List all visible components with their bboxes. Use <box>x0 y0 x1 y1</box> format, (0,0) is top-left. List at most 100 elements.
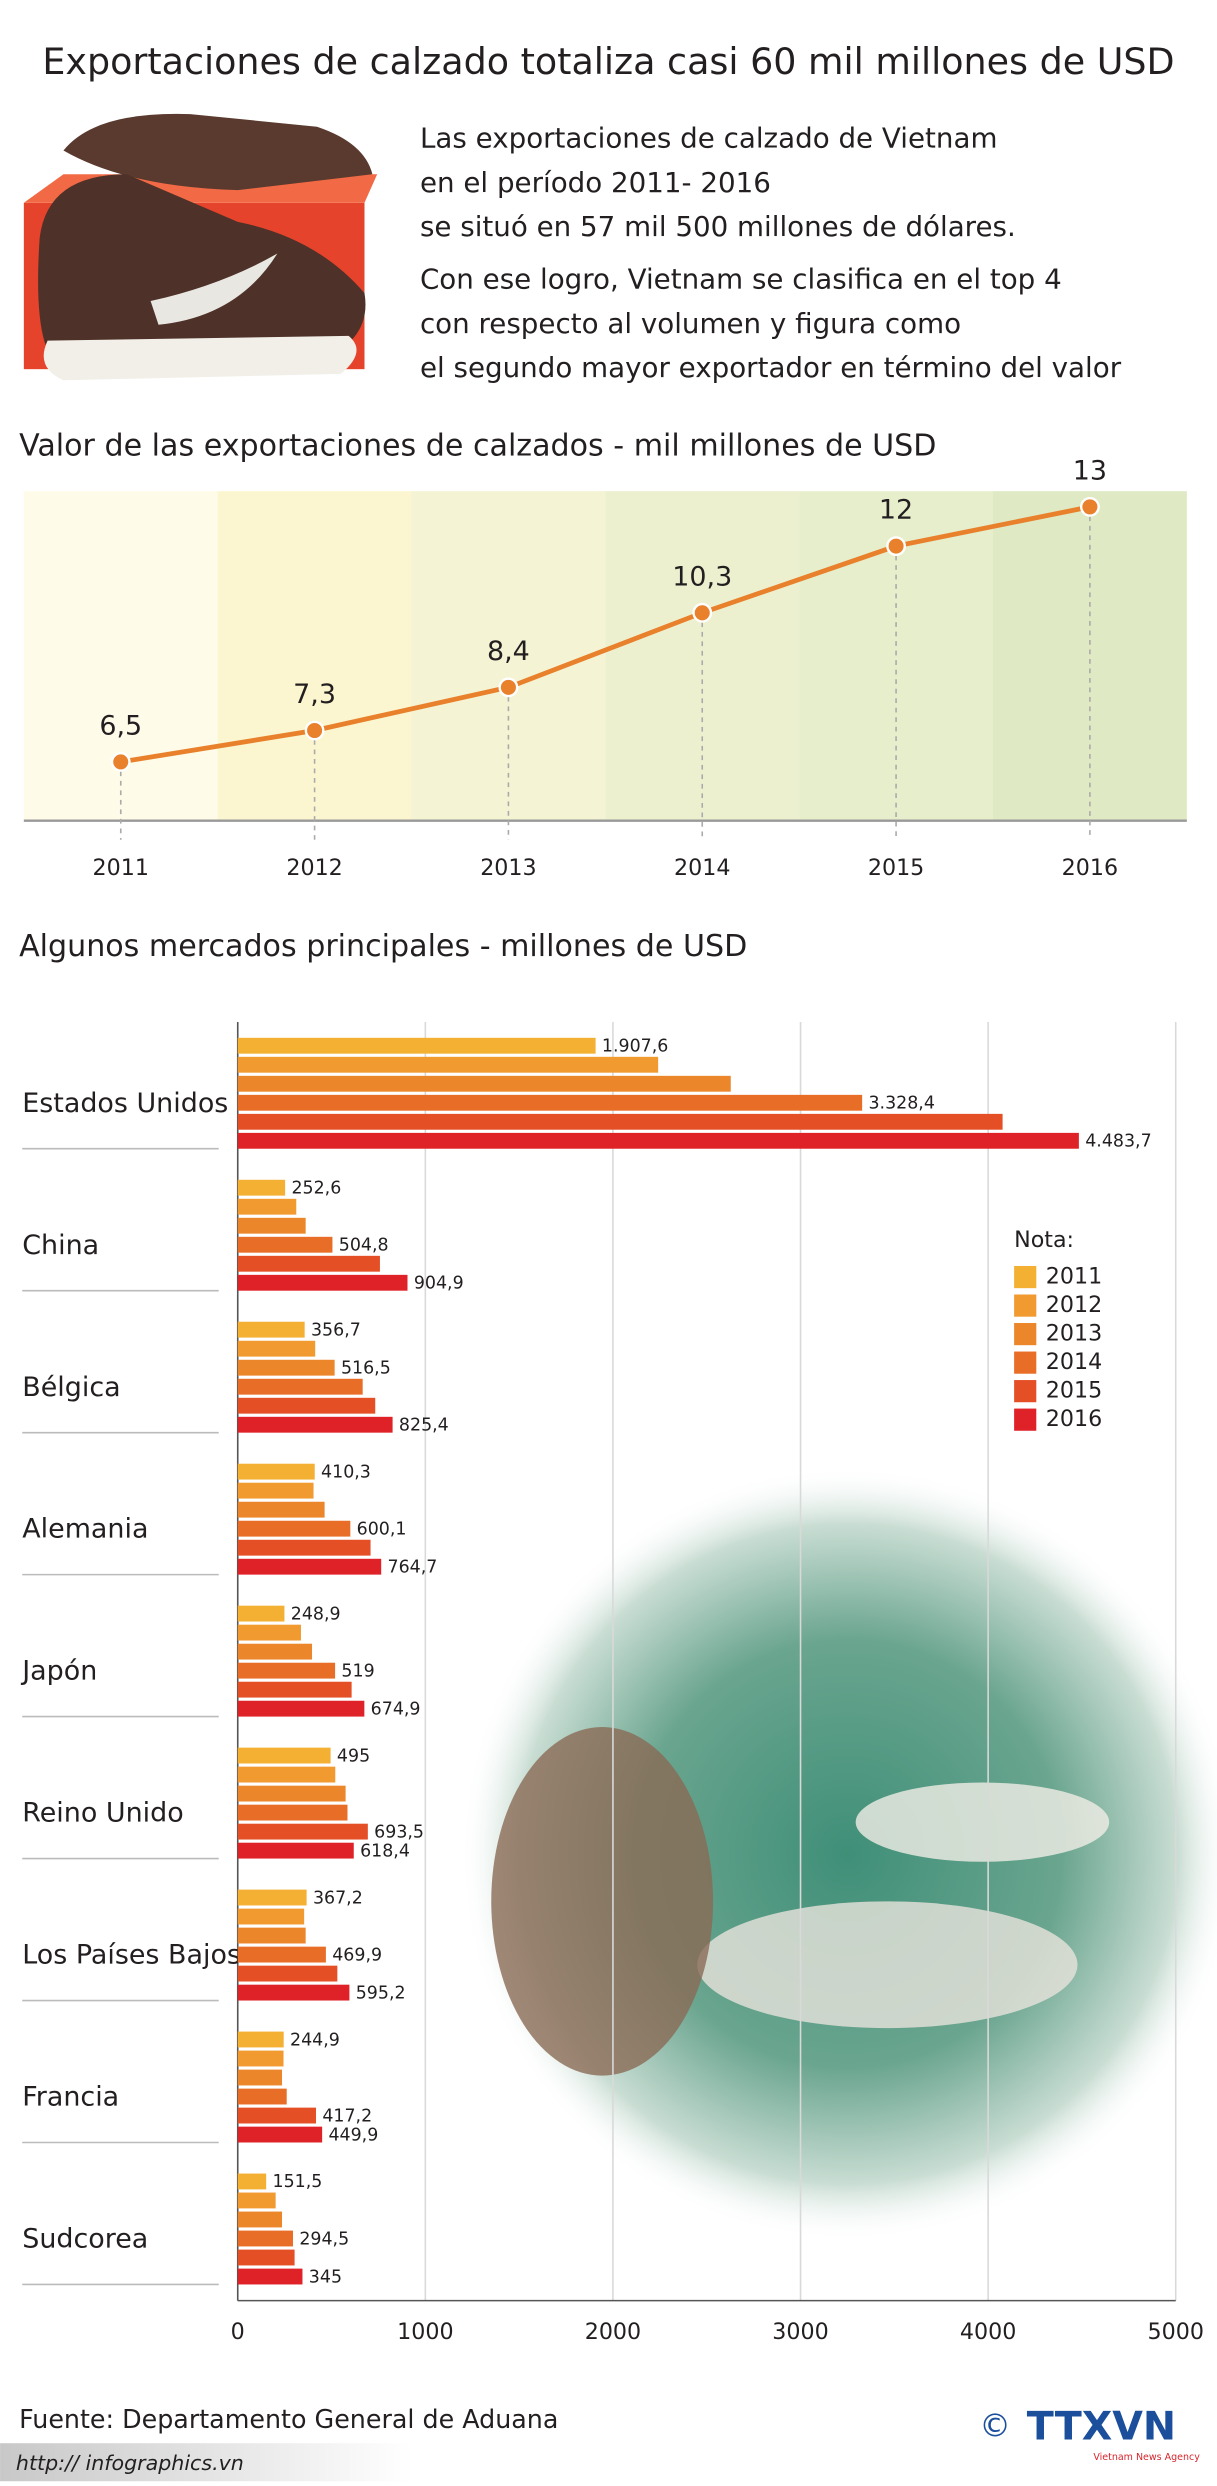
bar <box>237 1340 316 1357</box>
bar <box>237 1520 351 1537</box>
value-label: 10,3 <box>672 561 732 592</box>
value-label: 248,9 <box>291 1604 341 1624</box>
value-label: 904,9 <box>414 1274 464 1294</box>
x-tick-label: 0 <box>231 2319 245 2345</box>
agency: TTXVN <box>1027 2403 1176 2449</box>
bar <box>237 1236 333 1253</box>
value-label: 410,3 <box>321 1462 371 1482</box>
bar <box>237 1766 336 1783</box>
bar <box>237 2173 267 2190</box>
legend-label: 2014 <box>1046 1349 1102 1375</box>
value-label: 4.483,7 <box>1085 1132 1151 1152</box>
category-label: Reino Unido <box>22 1798 183 1829</box>
line <box>120 504 1091 765</box>
category-label: China <box>22 1230 99 1261</box>
x-tick-label: 4000 <box>960 2319 1016 2345</box>
bar <box>237 1463 315 1480</box>
bar <box>237 1056 659 1073</box>
category-label: Sudcorea <box>22 2224 148 2255</box>
x-tick-label: 2014 <box>674 855 730 881</box>
value-label: 825,4 <box>399 1416 449 1436</box>
legend-label: 2015 <box>1046 1378 1102 1404</box>
value-label: 12 <box>879 495 913 526</box>
category-label: Alemania <box>22 1514 148 1545</box>
bar <box>237 1482 314 1499</box>
value-label: 516,5 <box>341 1358 391 1378</box>
agency-sub: Vietnam News Agency <box>1093 2452 1200 2463</box>
bar <box>237 1274 408 1291</box>
intro-line: en el período 2011- 2016 <box>420 166 771 199</box>
value-label: 1.907,6 <box>602 1037 668 1057</box>
value-label: 764,7 <box>388 1557 438 1577</box>
point <box>1080 496 1100 517</box>
x-tick-label: 2011 <box>93 855 149 881</box>
value-label: 417,2 <box>322 2106 372 2126</box>
bar <box>237 2088 287 2105</box>
bar <box>237 2211 283 2228</box>
bar <box>237 1842 354 1859</box>
intro-line: se situó en 57 mil 500 millones de dólar… <box>420 210 1016 243</box>
legend-title: Nota: <box>1014 1227 1074 1253</box>
legend-label: 2013 <box>1046 1321 1102 1347</box>
value-label: 6,5 <box>99 711 142 742</box>
x-tick-label: 3000 <box>772 2319 828 2345</box>
category-label: Estados Unidos <box>22 1088 228 1119</box>
value-label: 356,7 <box>311 1320 361 1340</box>
bar <box>237 1700 365 1717</box>
bar <box>237 1179 286 1196</box>
title: Exportaciones de calzado totaliza casi 6… <box>42 40 1174 83</box>
x-tick-label: 2013 <box>480 855 536 881</box>
category-label: Francia <box>22 2082 119 2113</box>
point <box>110 751 131 772</box>
intro-line: con respecto al volumen y figura como <box>420 307 961 340</box>
value-label: 151,5 <box>272 2172 322 2192</box>
value-label: 13 <box>1073 456 1107 487</box>
copyright: © <box>979 2408 1011 2444</box>
bar <box>237 1624 301 1641</box>
x-tick-label: 2000 <box>585 2319 641 2345</box>
value-label: 618,4 <box>360 1841 410 1861</box>
chart-title: Valor de las exportaciones de calzados -… <box>19 428 936 463</box>
bar <box>237 1037 596 1054</box>
bar <box>237 2031 284 2048</box>
bar <box>237 2230 293 2247</box>
point <box>886 536 906 557</box>
bar <box>237 1217 306 1234</box>
bar <box>237 1501 325 1518</box>
bar <box>237 1681 352 1698</box>
value-label: 367,2 <box>313 1888 363 1908</box>
bar <box>237 1378 363 1395</box>
bar <box>237 1804 348 1821</box>
bar <box>237 1359 335 1376</box>
source: Fuente: Departamento General de Aduana <box>19 2404 558 2434</box>
bar <box>237 2107 317 2124</box>
point <box>498 677 519 698</box>
bar <box>237 2126 323 2143</box>
bar <box>237 1198 297 1215</box>
band <box>605 491 800 821</box>
intro-line: el segundo mayor exportador en término d… <box>420 351 1122 384</box>
bar <box>237 1075 731 1092</box>
category-label: Los Países Bajos <box>22 1940 241 1971</box>
category-label: Bélgica <box>22 1372 120 1403</box>
value-label: 7,3 <box>293 679 336 710</box>
url: http:// infographics.vn <box>16 2451 244 2475</box>
shoe-illustration <box>23 113 378 381</box>
bar <box>237 1662 336 1679</box>
legend-swatch <box>1014 1408 1037 1431</box>
legend-swatch <box>1014 1265 1037 1289</box>
value-label: 244,9 <box>290 2030 340 2050</box>
bar <box>237 1747 331 1764</box>
bar <box>237 1416 393 1433</box>
bar <box>237 1113 1003 1130</box>
bar <box>237 1823 368 1840</box>
value-label: 693,5 <box>374 1822 424 1842</box>
intro-line: Las exportaciones de calzado de Vietnam <box>420 121 998 154</box>
legend-swatch <box>1014 1380 1037 1403</box>
bar <box>237 1908 305 1925</box>
value-label: 504,8 <box>339 1236 389 1256</box>
bar <box>237 1132 1079 1149</box>
bar <box>237 2192 276 2209</box>
value-label: 600,1 <box>357 1519 407 1539</box>
value-label: 495 <box>337 1746 370 1766</box>
